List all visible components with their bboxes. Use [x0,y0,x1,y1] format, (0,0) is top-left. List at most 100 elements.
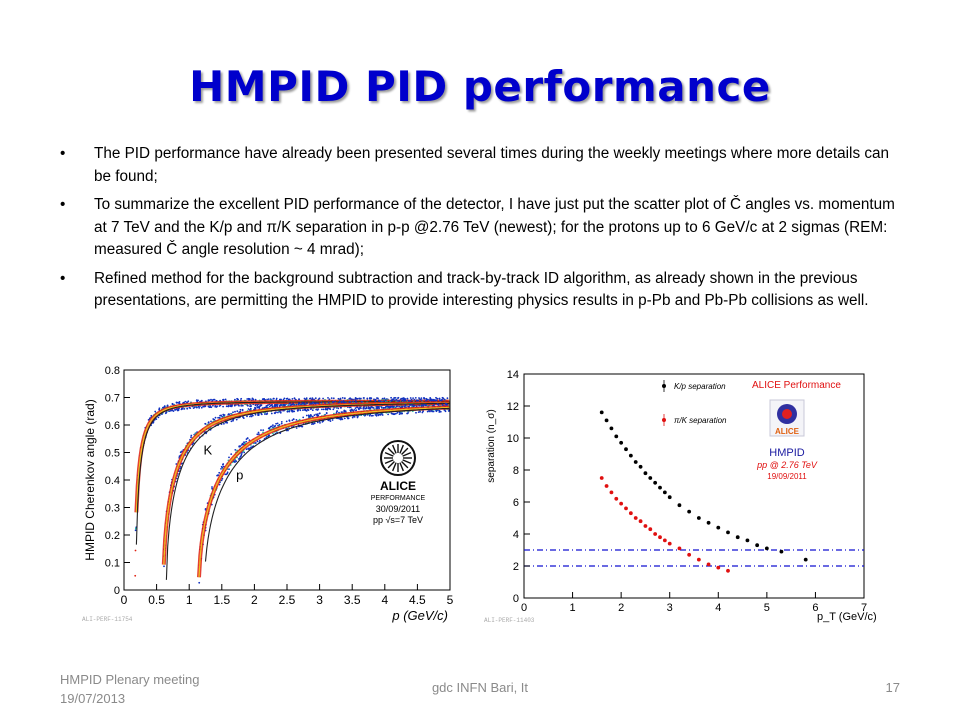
scatter-point [275,411,277,414]
scatter-point [291,398,294,400]
scatter-point [413,398,416,401]
x-tick-label: 3 [316,593,323,607]
scatter-point [207,399,210,401]
y-axis-label: HMPID Cherenkov angle (rad) [83,399,97,560]
scatter-point [291,410,293,413]
scatter-point [211,399,214,401]
scatter-point [411,404,413,406]
data-point [653,480,658,485]
scatter-point [210,406,213,409]
scatter-point [380,406,383,409]
scatter-point [311,415,314,418]
scatter-point [377,399,380,402]
scatter-point [268,427,271,430]
scatter-point [236,398,239,400]
cherenkov-angle-plot: Kp 0 0.5 1 1.5 2 2.5 3 3.5 4 4.5 5 0 0.1 0.2 0.3 0.4 0.5 0… [80,358,460,628]
scatter-point [295,419,298,421]
data-point [706,520,711,525]
scatter-point [213,398,216,401]
scatter-point [256,433,259,436]
scatter-point [256,440,259,443]
scatter-point [435,396,437,399]
scatter-point [394,397,397,399]
scatter-point [262,398,265,400]
scatter-point [187,400,190,403]
scatter-point [288,419,291,422]
scatter-point [266,398,268,401]
scatter-point [217,474,220,476]
scatter-point [274,425,277,427]
scatter-point [249,447,251,449]
scatter-point [321,421,324,423]
x-tick-label: 3.5 [344,593,361,607]
scatter-point [259,439,261,442]
scatter-point [419,410,421,413]
data-point [667,541,672,546]
scatter-point [392,413,395,416]
scatter-point [415,411,417,414]
scatter-point [218,483,221,486]
theory-curve [204,407,450,562]
footer-institute: gdc INFN Bari, It [431,680,529,695]
x-tick-label: 2 [618,602,624,614]
scatter-point [238,445,241,448]
scatter-point [403,405,405,408]
y-tick-label: 0.7 [105,393,120,405]
y-tick-label: 0.2 [105,530,120,542]
scatter-point [442,397,445,400]
scatter-point [232,419,234,422]
alice-logo-core [782,409,792,419]
scatter-point [342,400,345,402]
y-tick-label: 0.6 [105,420,120,432]
scatter-point [429,397,432,399]
scatter-point [332,397,335,400]
scatter-point [134,527,137,530]
scatter-point [343,410,346,413]
scatter-point [218,471,221,474]
scatter-point [316,409,319,411]
scatter-point [327,397,329,399]
scatter-point [395,398,398,401]
band-core-highlight [198,406,450,578]
data-point [726,568,730,573]
scatter-point [288,403,291,405]
y-tick-label: 8 [513,465,519,477]
scatter-point [318,412,321,415]
scatter-point [412,397,414,399]
data-point [755,543,760,548]
scatter-point [420,399,423,401]
y-tick-label: 2 [513,561,519,573]
data-point [648,527,653,532]
scatter-point [202,405,204,408]
y-tick-label: 10 [507,433,519,445]
scatter-point [234,398,236,401]
bullet-marker: • [60,269,66,287]
data-point [716,525,721,530]
y-tick-label: 0.3 [105,503,120,515]
scatter-point [150,414,153,417]
scatter-point [325,412,328,414]
scatter-point [254,398,257,401]
x-axis-label: p_T (GeV/c) [817,611,877,623]
scatter-point [249,409,251,411]
scatter-point [186,407,189,410]
scatter-point [251,397,254,400]
scatter-point [222,463,224,466]
scatter-point [257,414,260,416]
scatter-point [401,406,403,408]
slide-title: HMPID PID performance [189,62,771,111]
scatter-point [279,411,282,414]
scatter-point [276,404,279,406]
scatter-point [382,400,385,403]
scatter-point [280,421,283,423]
scatter-point [264,413,266,415]
bullet-marker: • [60,145,66,162]
figure-tag: ALI-PERF-11403 [484,617,535,624]
scatter-point [181,408,184,410]
scatter-point [235,418,238,421]
alice-logo-ray [402,459,412,465]
band-label: p [236,468,243,483]
scatter-point [311,401,314,404]
data-point [716,565,721,570]
data-point [687,552,692,557]
